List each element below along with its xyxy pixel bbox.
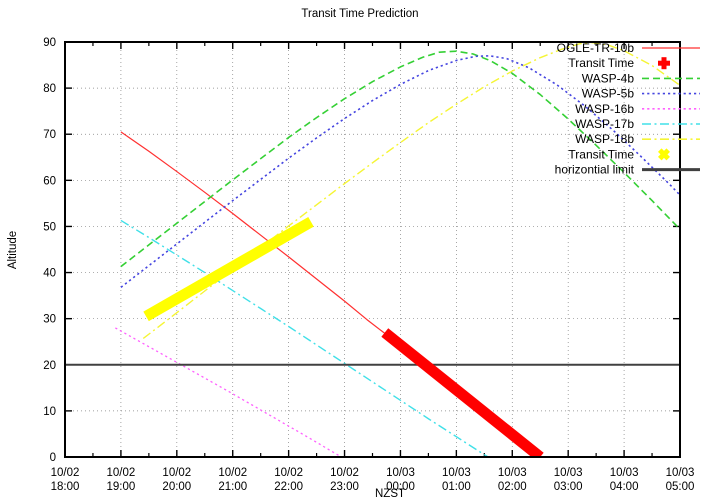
legend-label-transit-time: Transit Time [568, 56, 634, 70]
legend-label-transit-time: Transit Time [568, 147, 634, 161]
x-tick-label-date: 10/03 [610, 467, 639, 479]
x-axis-label: NZST [375, 488, 405, 500]
y-tick-label: 80 [43, 83, 56, 95]
legend-label-wasp-17b: WASP-17b [575, 117, 634, 131]
x-tick-label-date: 10/02 [218, 467, 247, 479]
plot-frame [64, 41, 681, 458]
series-line-wasp-4b [120, 50, 680, 268]
legend-label-wasp-4b: WASP-4b [582, 71, 635, 85]
x-tick-label-time: 23:00 [330, 481, 359, 493]
y-tick-label: 0 [50, 452, 56, 464]
y-tick-label: 60 [43, 175, 56, 187]
legend-label-wasp-5b: WASP-5b [582, 87, 635, 101]
x-tick-label-date: 10/03 [442, 467, 471, 479]
y-tick-label: 90 [43, 37, 56, 49]
x-tick-label-time: 02:00 [498, 481, 527, 493]
series-line-wasp-5b [120, 55, 680, 288]
x-tick-label-date: 10/03 [666, 467, 695, 479]
y-tick-label: 50 [43, 221, 56, 233]
x-tick-label-date: 10/02 [330, 467, 359, 479]
x-tick-label-time: 18:00 [51, 481, 80, 493]
x-tick-label-time: 20:00 [162, 481, 191, 493]
x-tick-label-date: 10/02 [51, 467, 80, 479]
x-tick-label-date: 10/02 [107, 467, 136, 479]
transit-time-bands [143, 217, 544, 457]
transit-time-band [143, 217, 314, 322]
x-tick-label-time: 00:00 [386, 481, 415, 493]
legend-label-ogle-tr-10b: OGLE-TR-10b [557, 41, 635, 55]
y-tick-label: 10 [43, 406, 56, 418]
legend-label-horizontial-limit: horizontial limit [555, 163, 635, 177]
legend-marker-cross-icon [657, 148, 671, 161]
y-axis-label: Altitude [7, 231, 19, 269]
x-tick-label-time: 04:00 [610, 481, 639, 493]
x-tick-label-date: 10/03 [386, 467, 415, 479]
legend-label-wasp-16b: WASP-16b [575, 102, 634, 116]
y-tick-label: 30 [43, 314, 56, 326]
y-tick-label: 20 [43, 360, 56, 372]
y-tick-label: 40 [43, 268, 56, 280]
x-tick-label-time: 03:00 [554, 481, 583, 493]
x-tick-label-time: 22:00 [274, 481, 303, 493]
x-tick-label-date: 10/03 [498, 467, 527, 479]
y-tick-label: 70 [43, 129, 56, 141]
x-tick-label-time: 19:00 [107, 481, 136, 493]
legend-label-wasp-18b: WASP-18b [575, 132, 634, 146]
transit-time-band [381, 328, 544, 457]
x-tick-label-date: 10/02 [274, 467, 303, 479]
legend-marker-plus-icon [658, 57, 670, 70]
x-tick-label-date: 10/02 [162, 467, 191, 479]
x-tick-label-date: 10/03 [554, 467, 583, 479]
x-tick-label-time: 01:00 [442, 481, 471, 493]
series-line-wasp-17b [120, 219, 489, 457]
x-tick-label-time: 21:00 [218, 481, 247, 493]
chart-title: Transit Time Prediction [301, 8, 418, 20]
series-line-wasp-16b [115, 327, 343, 457]
x-tick-label-time: 05:00 [666, 481, 695, 493]
